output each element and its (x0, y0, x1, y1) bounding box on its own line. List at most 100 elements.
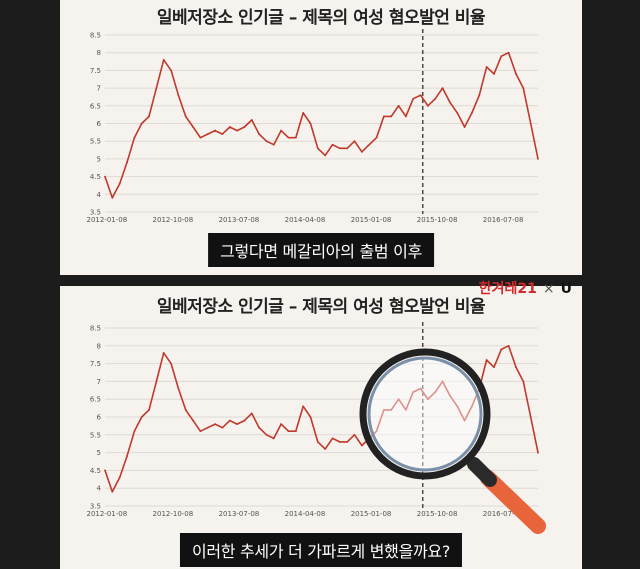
y-tick-label: 4.5 (90, 467, 101, 475)
data-point (272, 143, 275, 146)
data-point (419, 94, 422, 97)
data-point (250, 119, 253, 121)
y-tick-label: 4 (97, 191, 102, 199)
data-point (104, 175, 106, 178)
data-point (397, 104, 400, 107)
data-point (404, 408, 407, 411)
data-point (228, 126, 231, 128)
y-tick-label: 6 (97, 414, 102, 422)
data-point (500, 55, 503, 58)
data-point (126, 455, 128, 458)
data-point (126, 161, 128, 164)
y-tick-label: 7 (97, 85, 101, 93)
data-point (309, 122, 312, 125)
y-tick-label: 5 (97, 155, 101, 163)
data-point (478, 94, 481, 97)
data-point (236, 129, 239, 132)
data-point (118, 182, 121, 185)
data-point (250, 412, 253, 415)
y-tick-label: 7.5 (90, 67, 101, 75)
x-tick-label: 2012-10-08 (153, 216, 194, 224)
data-point (133, 430, 136, 433)
data-point (382, 115, 385, 118)
data-point (441, 87, 444, 89)
x-tick-label: 2015-10-08 (417, 510, 458, 518)
data-point (162, 58, 165, 61)
data-point (316, 147, 319, 150)
x-tick-label: 2012-01-08 (86, 216, 127, 224)
data-point (537, 451, 539, 454)
data-point (434, 391, 437, 393)
magnifying-glass-icon (359, 348, 546, 534)
data-point (493, 366, 495, 369)
data-point (529, 122, 532, 125)
data-point (221, 133, 224, 136)
data-point (331, 143, 334, 146)
y-tick-label: 3.5 (90, 209, 101, 217)
data-point (360, 150, 363, 153)
data-point (221, 426, 224, 429)
data-point (184, 408, 187, 411)
data-point (419, 387, 422, 390)
x-tick-label: 2012-10-08 (153, 510, 194, 518)
data-point (214, 423, 216, 426)
y-tick-label: 7.5 (90, 360, 101, 368)
data-point (382, 408, 385, 411)
data-point (397, 398, 400, 401)
data-point (258, 133, 261, 136)
data-point (280, 129, 283, 132)
chart-panel-bottom: 한겨레21 × U 일베저장소 인기글 – 제목의 여성 혐오발언 비율 3.5 4 4… (60, 281, 582, 569)
x-tick-label: 2015-10-08 (417, 216, 458, 224)
data-point (537, 158, 539, 160)
data-point (162, 352, 165, 354)
data-point (529, 416, 532, 418)
data-point (111, 490, 114, 493)
x-tick-label: 2014-04-08 (285, 216, 326, 224)
data-point (338, 147, 341, 150)
data-point (375, 430, 378, 433)
data-point (177, 387, 180, 390)
subtitle-caption: 이러한 추세가 더 가파르게 변했을까요? (179, 533, 463, 567)
data-point (170, 362, 172, 365)
data-point (463, 126, 466, 128)
data-point (522, 87, 525, 89)
y-tick-label: 7 (97, 378, 101, 386)
y-tick-label: 8.5 (90, 325, 101, 333)
data-point (456, 111, 459, 114)
y-tick-label: 4.5 (90, 173, 101, 181)
x-tick-label: 2015-01-08 (351, 510, 392, 518)
data-point (449, 394, 451, 397)
y-tick-label: 8.5 (90, 32, 101, 40)
data-point (324, 448, 327, 450)
x-tick-label: 2013-07-08 (219, 510, 260, 518)
data-point (515, 73, 517, 75)
data-point (368, 143, 371, 146)
data-point (412, 97, 415, 100)
y-tick-label: 6.5 (90, 396, 101, 404)
line-chart: 3.5 4 4.5 5 5.5 6 6.5 7 7.5 8 8.5 2012-01-08 2012-10… (86, 322, 546, 534)
data-point (434, 97, 437, 100)
data-point (170, 69, 172, 72)
data-point (390, 408, 393, 411)
data-point (228, 419, 231, 422)
x-tick-label: 2012-01-08 (86, 510, 127, 518)
y-tick-label: 5 (97, 449, 101, 457)
data-point (104, 469, 106, 472)
data-point (493, 73, 495, 75)
data-point (309, 416, 312, 418)
data-point (243, 126, 246, 128)
y-tick-label: 8 (97, 342, 101, 350)
data-point (140, 416, 143, 418)
data-point (287, 430, 290, 433)
y-tick-label: 8 (97, 49, 101, 57)
logo-separator: × (542, 281, 555, 297)
data-point (441, 380, 444, 383)
data-point (272, 437, 275, 440)
magnifier-lens (359, 348, 491, 480)
data-point (515, 366, 517, 369)
data-point (360, 444, 363, 447)
line-chart: 3.5 4 4.5 5 5.5 6 6.5 7 7.5 8 8.5 2012-01-08 2012-10… (86, 29, 539, 224)
data-point (404, 115, 407, 118)
y-tick-label: 5.5 (90, 138, 101, 146)
series-line (104, 51, 539, 199)
